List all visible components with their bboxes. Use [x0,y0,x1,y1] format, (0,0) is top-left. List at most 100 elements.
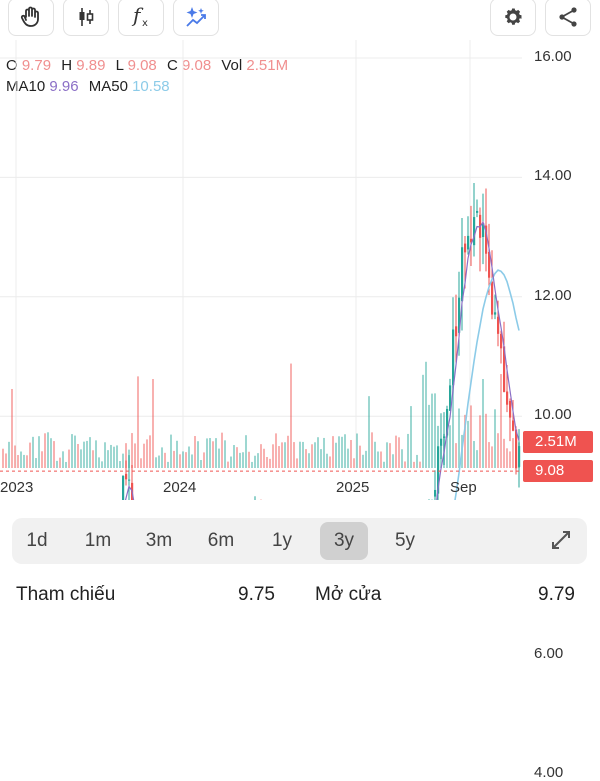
volume-bar [332,436,334,468]
range-selector: 1d 1m 3m 6m 1y 3y 5y [12,518,587,564]
volume-bar [170,435,172,468]
volume-bar [356,433,358,468]
candle-body [461,247,463,301]
volume-bar [209,438,211,468]
range-3m[interactable]: 3m [135,522,183,560]
chart-type-button[interactable] [63,0,109,36]
share-icon [556,5,580,29]
volume-bar [296,458,298,468]
volume-bar [182,451,184,468]
volume-bar [482,379,484,468]
volume-bar [86,441,88,468]
volume-bar [428,405,430,468]
volume-bar [467,421,469,468]
volume-bar [29,443,31,468]
volume-bar [131,433,133,468]
candlestick-icon [74,5,98,29]
volume-bar [476,450,478,468]
volume-bar [83,442,85,468]
hand-tool-button[interactable] [8,0,54,36]
range-5y[interactable]: 5y [381,522,429,560]
volume-bar [92,450,94,468]
share-button[interactable] [545,0,591,36]
open-price-label: Mở cửa [315,584,381,605]
volume-bar [431,394,433,468]
volume-bar [359,446,361,468]
volume-bars [2,335,520,468]
y-tick-label: 4.00 [534,764,563,781]
expand-icon[interactable] [549,528,573,557]
volume-bar [134,443,136,468]
volume-bar [374,442,376,468]
volume-bar [77,444,79,468]
volume-bar [371,432,373,468]
volume-bar [191,454,193,468]
volume-bar [53,441,55,468]
candle-body [518,446,520,467]
volume-bar [107,450,109,468]
range-6m[interactable]: 6m [197,522,245,560]
candle-body [512,420,514,430]
volume-bar [260,444,262,468]
volume-bar [425,362,427,468]
volume-bar [287,436,289,468]
volume-bar [335,443,337,468]
volume-bar [230,457,232,468]
candle-body [128,480,130,481]
volume-bar [323,438,325,468]
volume-bar [284,442,286,468]
volume-bar [344,434,346,468]
sparkle-icon [183,5,209,29]
y-tick-label: 10.00 [534,406,572,423]
range-1y[interactable]: 1y [258,522,306,560]
volume-bar [5,453,7,468]
volume-bar [419,462,421,468]
y-tick-label: 14.00 [534,167,572,184]
volume-bar [377,452,379,468]
range-1m[interactable]: 1m [74,522,122,560]
volume-bar [497,433,499,468]
volume-bar [152,379,154,468]
volume-tag: 2.51M [523,431,593,453]
candle-body [467,236,469,250]
volume-bar [293,442,295,468]
range-3y[interactable]: 3y [320,522,368,560]
volume-bar [218,449,220,468]
price-chart[interactable] [0,40,600,500]
volume-bar [257,453,259,468]
volume-bar [212,441,214,468]
volume-bar [149,435,151,468]
volume-bar [299,442,301,468]
volume-bar [503,439,505,468]
candle-body [443,436,445,438]
volume-bar [71,434,73,468]
volume-bar [434,393,436,468]
volume-bar [20,451,22,468]
svg-text:x: x [142,18,148,29]
volume-bar [224,440,226,468]
volume-bar [56,461,58,468]
volume-bar [473,441,475,468]
volume-bar [197,441,199,468]
volume-bar [494,409,496,468]
volume-bar [32,437,34,468]
volume-bar [308,453,310,468]
range-1d[interactable]: 1d [13,522,61,560]
volume-bar [68,450,70,468]
volume-bar [386,442,388,468]
candle-body [476,211,478,213]
volume-bar [206,438,208,468]
volume-bar [278,446,280,468]
volume-bar [272,444,274,468]
settings-button[interactable] [490,0,536,36]
volume-bar [266,457,268,468]
volume-bar [314,442,316,468]
volume-bar [227,462,229,468]
volume-bar [95,440,97,468]
ai-analysis-button[interactable] [173,0,219,36]
volume-bar [119,461,121,468]
volume-bar [101,461,103,468]
volume-bar [500,374,502,468]
